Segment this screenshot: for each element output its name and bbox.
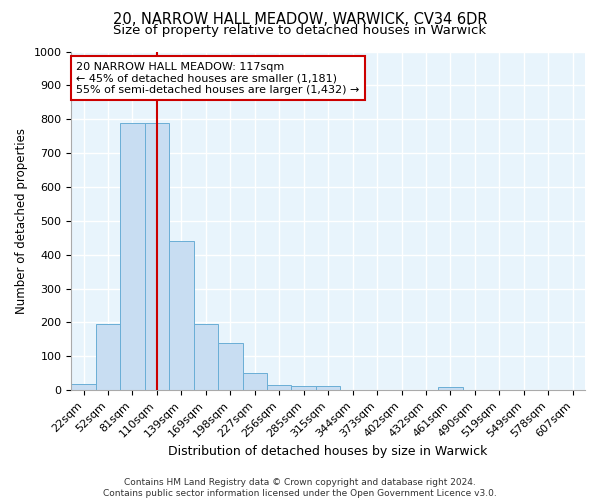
Bar bbox=[71, 384, 96, 390]
Text: Contains HM Land Registry data © Crown copyright and database right 2024.
Contai: Contains HM Land Registry data © Crown c… bbox=[103, 478, 497, 498]
Text: 20, NARROW HALL MEADOW, WARWICK, CV34 6DR: 20, NARROW HALL MEADOW, WARWICK, CV34 6D… bbox=[113, 12, 487, 28]
Bar bbox=[145, 122, 169, 390]
Bar bbox=[316, 386, 340, 390]
Bar bbox=[267, 385, 292, 390]
Bar bbox=[218, 343, 242, 390]
Text: 20 NARROW HALL MEADOW: 117sqm
← 45% of detached houses are smaller (1,181)
55% o: 20 NARROW HALL MEADOW: 117sqm ← 45% of d… bbox=[76, 62, 360, 95]
Bar bbox=[120, 122, 145, 390]
Bar bbox=[169, 241, 194, 390]
Bar bbox=[438, 387, 463, 390]
Y-axis label: Number of detached properties: Number of detached properties bbox=[15, 128, 28, 314]
X-axis label: Distribution of detached houses by size in Warwick: Distribution of detached houses by size … bbox=[169, 444, 488, 458]
Bar bbox=[194, 324, 218, 390]
Text: Size of property relative to detached houses in Warwick: Size of property relative to detached ho… bbox=[113, 24, 487, 37]
Bar bbox=[96, 324, 120, 390]
Bar bbox=[292, 386, 316, 390]
Bar bbox=[242, 374, 267, 390]
